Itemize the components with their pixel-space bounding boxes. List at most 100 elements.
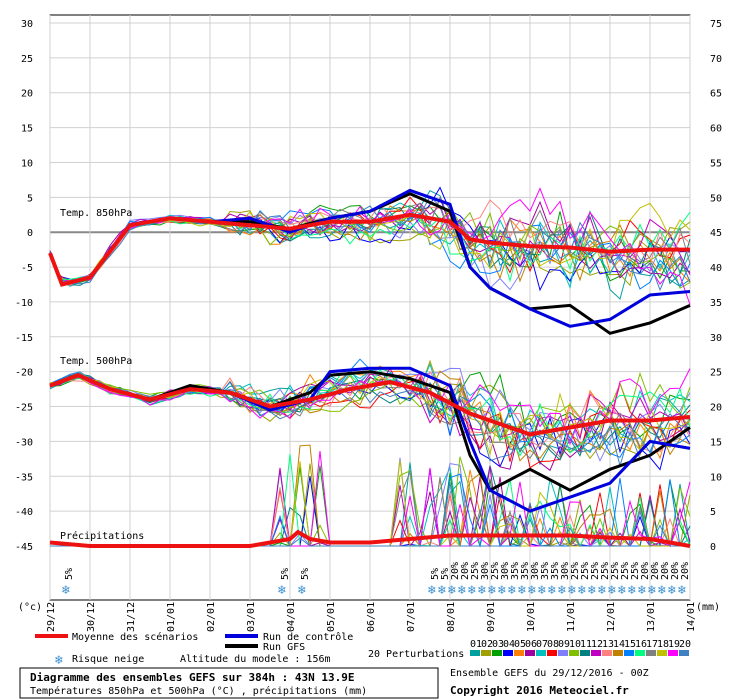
perturbation-number: 12 <box>591 639 603 650</box>
snow-risk-row: ❄ 5% ❄ 5% ❄ 5% ❄ 5% ❄ 5% ❄ 20% ❄ 20% ❄ 25% ❄ 30% ❄ 25% ❄ 30% ❄… <box>61 562 691 598</box>
left-tick-label: 25 <box>21 54 33 65</box>
snow-risk-label: 30% <box>560 562 571 580</box>
left-axis-unit: (°c) <box>18 602 42 613</box>
label-precip: Précipitations <box>60 530 144 542</box>
snowflake-icon: ❄ <box>277 583 286 598</box>
perturbation-number: 17 <box>646 639 658 650</box>
perturbation-number: 05 <box>514 639 526 650</box>
left-tick-label: -40 <box>15 507 33 518</box>
snow-risk-label: 35% <box>540 562 551 580</box>
snow-risk-label: 5% <box>64 568 75 580</box>
perturbation-swatch <box>569 650 579 656</box>
snowflake-icon: ❄ <box>577 583 586 598</box>
left-tick-label: 10 <box>21 158 33 169</box>
perturbation-number: 04 <box>503 639 515 650</box>
perturbation-t500-line <box>49 376 691 469</box>
snow-risk-label: 20% <box>450 562 461 580</box>
snowflake-icon: ❄ <box>657 583 666 598</box>
snow-risk-label: 25% <box>590 562 601 580</box>
left-tick-label: -45 <box>15 542 33 553</box>
date-tick-label: 07/01 <box>406 602 417 632</box>
snow-risk-label: 30% <box>530 562 541 580</box>
snow-risk-label: 5% <box>430 568 441 580</box>
perturbation-swatch <box>580 650 590 656</box>
date-tick-label: 29/12 <box>46 602 57 632</box>
date-tick-label: 06/01 <box>366 602 377 632</box>
footer-title: Diagramme des ensembles GEFS sur 384h : … <box>30 671 355 684</box>
snowflake-icon: ❄ <box>627 583 636 598</box>
snowflake-icon: ❄ <box>497 583 506 598</box>
snowflake-icon: ❄ <box>297 583 306 598</box>
snowflake-icon: ❄ <box>447 583 456 598</box>
right-tick-label: 5 <box>710 507 716 518</box>
perturbation-swatch <box>646 650 656 656</box>
perturbation-number: 08 <box>547 639 559 650</box>
date-tick-label: 10/01 <box>526 602 537 632</box>
snowflake-icon: ❄ <box>427 583 436 598</box>
perturbation-swatch <box>481 650 491 656</box>
right-tick-label: 20 <box>710 403 722 414</box>
snowflake-icon: ❄ <box>677 583 686 598</box>
snow-risk-label: 20% <box>650 562 661 580</box>
snowflake-icon: ❄ <box>61 583 70 598</box>
snow-risk-label: 25% <box>610 562 621 580</box>
snowflake-icon: ❄ <box>54 653 63 668</box>
right-tick-label: 60 <box>710 124 722 135</box>
snowflake-icon: ❄ <box>537 583 546 598</box>
date-tick-label: 11/01 <box>566 602 577 632</box>
date-tick-label: 04/01 <box>286 602 297 632</box>
perturbation-swatch <box>624 650 634 656</box>
perturbation-number: 03 <box>492 639 504 650</box>
snow-risk-label: 35% <box>520 562 531 580</box>
perturbation-swatch <box>657 650 667 656</box>
perturbation-swatch <box>536 650 546 656</box>
legend: Moyenne des scénarios Run de contrôle Ru… <box>35 631 691 697</box>
main-series <box>48 188 691 548</box>
perturbation-number: 16 <box>635 639 647 650</box>
precip-mean-line <box>49 529 691 548</box>
legend-gfs-label: Run GFS <box>263 642 305 653</box>
snowflake-icon: ❄ <box>557 583 566 598</box>
left-tick-label: 30 <box>21 19 33 30</box>
moyenne-des-sc-nariost850-line <box>48 212 690 287</box>
perturbation-number: 10 <box>569 639 581 650</box>
snowflake-icon: ❄ <box>617 583 626 598</box>
perturbation-swatch <box>525 650 535 656</box>
footer-subtitle: Températures 850hPa et 500hPa (°C) , pré… <box>30 685 367 697</box>
perturbation-number: 06 <box>525 639 537 650</box>
date-tick-label: 13/01 <box>646 602 657 632</box>
snow-risk-label: 5% <box>440 568 451 580</box>
snow-risk-label: 25% <box>580 562 591 580</box>
snowflake-icon: ❄ <box>477 583 486 598</box>
snowflake-icon: ❄ <box>567 583 576 598</box>
left-tick-label: -15 <box>15 333 33 344</box>
left-tick-label: -30 <box>15 437 33 448</box>
snow-risk-label: 20% <box>670 562 681 580</box>
label-t500: Temp. 500hPa <box>60 356 132 367</box>
snow-risk-label: 25% <box>470 562 481 580</box>
snow-risk-label: 25% <box>630 562 641 580</box>
perturbation-number: 13 <box>602 639 614 650</box>
right-tick-label: 0 <box>710 542 716 553</box>
date-tick-label: 14/01 <box>686 602 697 632</box>
perturbation-number: 07 <box>536 639 548 650</box>
copyright: Copyright 2016 Meteociel.fr <box>450 684 629 697</box>
perturbation-swatch <box>492 650 502 656</box>
right-tick-label: 30 <box>710 333 722 344</box>
right-tick-label: 65 <box>710 89 722 100</box>
date-tick-label: 12/01 <box>606 602 617 632</box>
snowflake-icon: ❄ <box>457 583 466 598</box>
perturbation-swatch <box>470 650 480 656</box>
right-tick-label: 55 <box>710 158 722 169</box>
left-tick-label: -10 <box>15 298 33 309</box>
perturbation-swatch <box>514 650 524 656</box>
snowflake-icon: ❄ <box>467 583 476 598</box>
left-tick-label: 5 <box>27 193 33 204</box>
perturbation-swatch <box>613 650 623 656</box>
snow-risk-label: 5% <box>280 568 291 580</box>
perturbation-number: 14 <box>613 639 625 650</box>
perturbation-swatch <box>602 650 612 656</box>
right-tick-label: 50 <box>710 193 722 204</box>
